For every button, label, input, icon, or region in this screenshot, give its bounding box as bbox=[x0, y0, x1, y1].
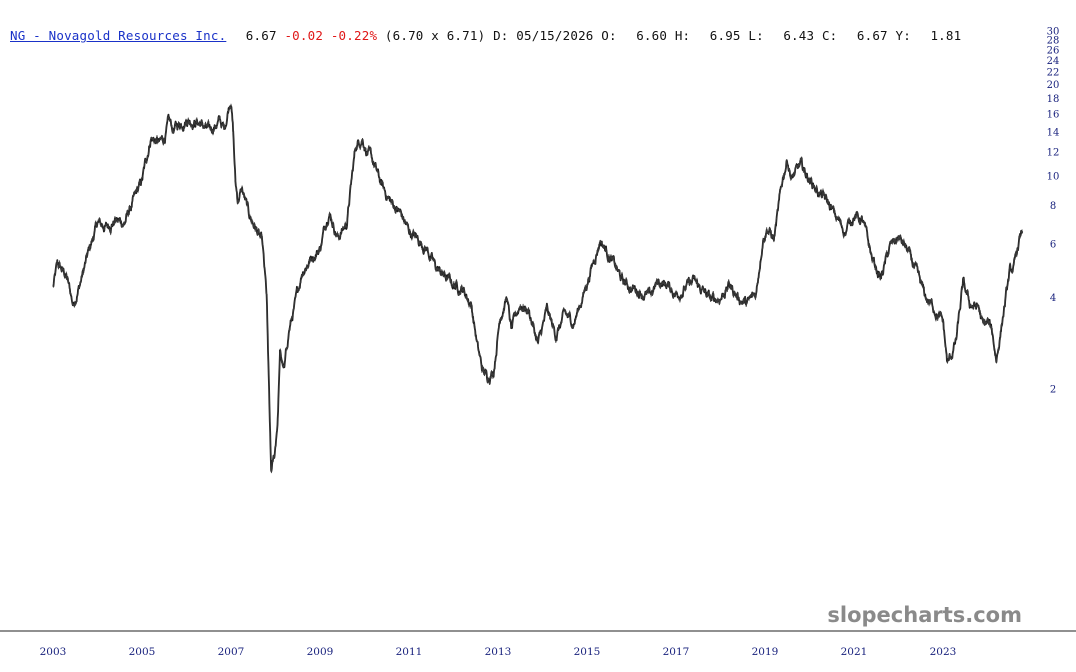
y-label: Y: bbox=[895, 28, 911, 43]
x-tick-label: 2009 bbox=[307, 646, 334, 658]
bid-ask: (6.70 x 6.71) bbox=[384, 28, 486, 43]
watermark: slopecharts.com bbox=[827, 603, 1022, 627]
y-tick-label: 30 bbox=[1047, 27, 1060, 38]
y-tick-label: 20 bbox=[1047, 80, 1060, 91]
y-tick-label: 2 bbox=[1050, 385, 1056, 396]
y-tick-label: 8 bbox=[1050, 201, 1056, 212]
y-tick-label: 14 bbox=[1047, 127, 1060, 138]
low-value: 6.43 bbox=[783, 28, 815, 43]
low-label: L: bbox=[748, 28, 764, 43]
quote-header: NG - Novagold Resources Inc. 6.67 -0.02 … bbox=[10, 28, 961, 46]
open-value: 6.60 bbox=[636, 28, 668, 43]
y-tick-label: 24 bbox=[1047, 56, 1060, 67]
y-tick-label: 28 bbox=[1047, 36, 1060, 47]
x-tick-label: 2013 bbox=[485, 646, 512, 658]
x-tick-label: 2003 bbox=[40, 646, 67, 658]
x-axis: 2003 2005 2007 2009 2011 2013 2015 2017 2019 2021… bbox=[40, 646, 957, 658]
high-label: H: bbox=[674, 28, 691, 43]
x-tick-label: 2005 bbox=[129, 646, 156, 658]
price-change: -0.02 bbox=[284, 28, 324, 43]
price-change-pct: -0.22% bbox=[330, 28, 378, 43]
x-tick-label: 2017 bbox=[663, 646, 690, 658]
date-label: D: bbox=[493, 28, 509, 43]
high-value: 6.95 bbox=[709, 28, 741, 43]
x-tick-label: 2023 bbox=[930, 646, 957, 658]
x-tick-label: 2019 bbox=[752, 646, 779, 658]
x-tick-label: 2007 bbox=[218, 646, 245, 658]
close-value: 6.67 bbox=[856, 28, 888, 43]
x-tick-label: 2021 bbox=[841, 646, 868, 658]
y-tick-label: 26 bbox=[1047, 45, 1060, 56]
open-label: O: bbox=[601, 28, 617, 43]
last-price: 6.67 bbox=[245, 28, 277, 43]
price-line bbox=[52, 105, 1024, 473]
y-tick-label: 22 bbox=[1047, 68, 1060, 79]
price-series bbox=[52, 103, 1024, 474]
y-value: 1.81 bbox=[930, 28, 962, 43]
price-range-noise bbox=[52, 103, 1023, 474]
ticker-link[interactable]: NG - Novagold Resources Inc. bbox=[10, 28, 227, 43]
y-tick-label: 6 bbox=[1050, 239, 1056, 250]
x-tick-label: 2011 bbox=[396, 646, 423, 658]
y-tick-label: 10 bbox=[1047, 172, 1060, 183]
y-tick-label: 18 bbox=[1047, 94, 1060, 105]
y-tick-label: 16 bbox=[1047, 110, 1060, 121]
x-tick-label: 2015 bbox=[574, 646, 601, 658]
date-value: 05/15/2026 bbox=[516, 28, 594, 43]
y-tick-label: 12 bbox=[1047, 148, 1060, 159]
close-label: C: bbox=[821, 28, 838, 43]
y-tick-label: 4 bbox=[1050, 293, 1056, 304]
